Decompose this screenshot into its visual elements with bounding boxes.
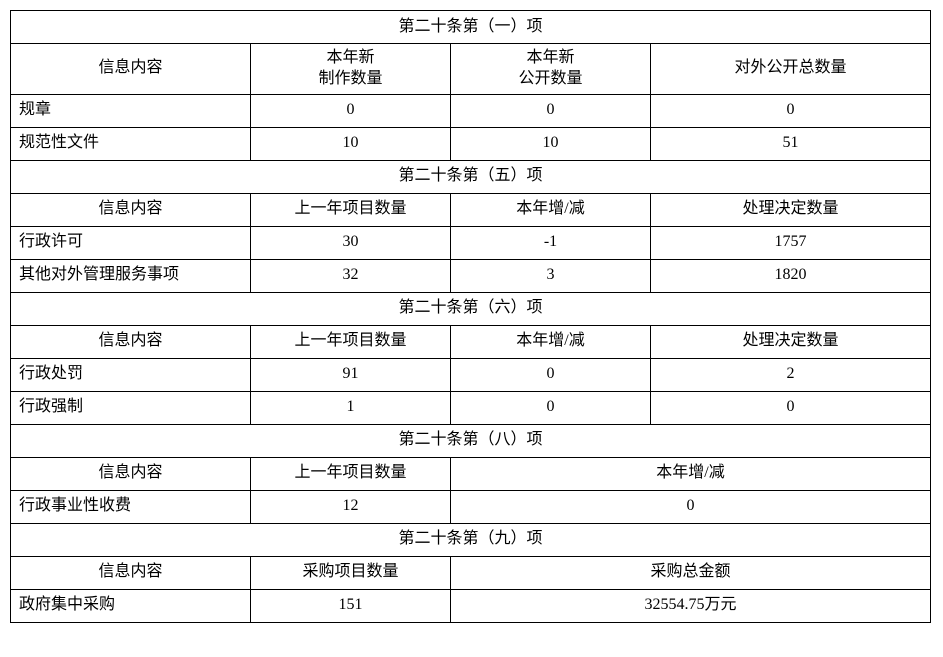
section3-r0c3: 2: [651, 358, 931, 391]
section3-r1c3: 0: [651, 391, 931, 424]
section5-title-row: 第二十条第（九）项: [11, 523, 931, 556]
section3-r0c1: 91: [251, 358, 451, 391]
table-row: 行政处罚 91 0 2: [11, 358, 931, 391]
section4-title: 第二十条第（八）项: [11, 424, 931, 457]
section4-r0c1: 12: [251, 490, 451, 523]
section4-h1: 上一年项目数量: [251, 457, 451, 490]
section1-r0c0: 规章: [11, 94, 251, 127]
section4-r0c2: 0: [451, 490, 931, 523]
section3-h1: 上一年项目数量: [251, 325, 451, 358]
table-row: 行政事业性收费 12 0: [11, 490, 931, 523]
section4-h0: 信息内容: [11, 457, 251, 490]
table-row: 规范性文件 10 10 51: [11, 127, 931, 160]
section3-title-row: 第二十条第（六）项: [11, 292, 931, 325]
section1-r0c2: 0: [451, 94, 651, 127]
section1-title: 第二十条第（一）项: [11, 11, 931, 44]
section5-h2: 采购总金额: [451, 556, 931, 589]
section2-r0c1: 30: [251, 226, 451, 259]
section3-header-row: 信息内容 上一年项目数量 本年增/减 处理决定数量: [11, 325, 931, 358]
table-row: 其他对外管理服务事项 32 3 1820: [11, 259, 931, 292]
table-row: 行政强制 1 0 0: [11, 391, 931, 424]
table-row: 行政许可 30 -1 1757: [11, 226, 931, 259]
section2-h3: 处理决定数量: [651, 193, 931, 226]
section2-header-row: 信息内容 上一年项目数量 本年增/减 处理决定数量: [11, 193, 931, 226]
section1-r1c0: 规范性文件: [11, 127, 251, 160]
section5-r0c1: 151: [251, 589, 451, 622]
section1-h3: 对外公开总数量: [651, 44, 931, 95]
section5-header-row: 信息内容 采购项目数量 采购总金额: [11, 556, 931, 589]
section2-r0c0: 行政许可: [11, 226, 251, 259]
section4-r0c0: 行政事业性收费: [11, 490, 251, 523]
section1-r1c3: 51: [651, 127, 931, 160]
section3-r1c0: 行政强制: [11, 391, 251, 424]
section2-h0: 信息内容: [11, 193, 251, 226]
section5-r0c2: 32554.75万元: [451, 589, 931, 622]
section2-title: 第二十条第（五）项: [11, 160, 931, 193]
section2-r0c2: -1: [451, 226, 651, 259]
section1-h0: 信息内容: [11, 44, 251, 95]
section1-r1c1: 10: [251, 127, 451, 160]
section2-r1c2: 3: [451, 259, 651, 292]
section3-title: 第二十条第（六）项: [11, 292, 931, 325]
section2-r0c3: 1757: [651, 226, 931, 259]
section1-h2: 本年新 公开数量: [451, 44, 651, 95]
section2-r1c1: 32: [251, 259, 451, 292]
section1-r1c2: 10: [451, 127, 651, 160]
section2-h1: 上一年项目数量: [251, 193, 451, 226]
section5-title: 第二十条第（九）项: [11, 523, 931, 556]
section1-r0c3: 0: [651, 94, 931, 127]
section1-h1: 本年新 制作数量: [251, 44, 451, 95]
section3-r1c1: 1: [251, 391, 451, 424]
section1-r0c1: 0: [251, 94, 451, 127]
section3-h0: 信息内容: [11, 325, 251, 358]
section1-header-row: 信息内容 本年新 制作数量 本年新 公开数量 对外公开总数量: [11, 44, 931, 95]
section3-r0c2: 0: [451, 358, 651, 391]
section2-title-row: 第二十条第（五）项: [11, 160, 931, 193]
section3-r1c2: 0: [451, 391, 651, 424]
section5-h0: 信息内容: [11, 556, 251, 589]
section1-title-row: 第二十条第（一）项: [11, 11, 931, 44]
section2-r1c0: 其他对外管理服务事项: [11, 259, 251, 292]
table-row: 规章 0 0 0: [11, 94, 931, 127]
section4-header-row: 信息内容 上一年项目数量 本年增/减: [11, 457, 931, 490]
section2-h2: 本年增/减: [451, 193, 651, 226]
section2-r1c3: 1820: [651, 259, 931, 292]
section3-h3: 处理决定数量: [651, 325, 931, 358]
section3-r0c0: 行政处罚: [11, 358, 251, 391]
table-row: 政府集中采购 151 32554.75万元: [11, 589, 931, 622]
section4-title-row: 第二十条第（八）项: [11, 424, 931, 457]
section5-h1: 采购项目数量: [251, 556, 451, 589]
disclosure-table: 第二十条第（一）项 信息内容 本年新 制作数量 本年新 公开数量 对外公开总数量…: [10, 10, 931, 623]
section4-h2: 本年增/减: [451, 457, 931, 490]
section5-r0c0: 政府集中采购: [11, 589, 251, 622]
section3-h2: 本年增/减: [451, 325, 651, 358]
